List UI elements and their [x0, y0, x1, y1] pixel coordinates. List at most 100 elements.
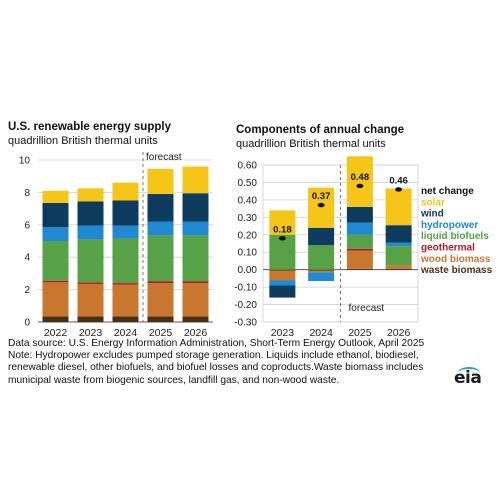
- left-bar-segment-wood-biomass: [182, 283, 209, 317]
- right-y-tick-label: 0.60: [238, 161, 258, 172]
- left-bar-segment-wind: [147, 194, 174, 222]
- eia-logo: eia: [454, 368, 482, 388]
- left-y-tick-label: 10: [19, 156, 31, 167]
- right-bar-segment-solar: [308, 187, 335, 228]
- legend-item-solar: solar: [421, 197, 445, 208]
- net-change-marker: [317, 202, 325, 208]
- left-bar-segment-waste-biomass: [147, 316, 174, 322]
- left-bar-segment-hydropower: [182, 221, 209, 236]
- left-bar-segment-liquid-biofuels: [42, 241, 69, 281]
- right-bar-segment-waste-biomass: [346, 268, 373, 270]
- right-y-tick-label: -0.30: [234, 318, 257, 329]
- right-bar-segment-wind: [346, 206, 373, 223]
- right-bar-segment-wind: [385, 225, 412, 243]
- left-bar-segment-liquid-biofuels: [112, 238, 139, 284]
- left-x-tick-label: 2022: [44, 327, 68, 339]
- left-bar-segment-geothermal: [77, 282, 104, 284]
- right-bar-segment-wind: [269, 285, 296, 298]
- right-bar-segment-waste-biomass: [385, 268, 412, 270]
- right-y-tick-label: 0.20: [238, 230, 258, 241]
- left-x-tick-label: 2024: [114, 327, 138, 339]
- chart-notes: Data source: U.S. Energy Information Adm…: [8, 338, 448, 387]
- net-change-marker: [395, 187, 403, 192]
- left-bar-segment-solar: [112, 182, 139, 201]
- left-bar-segment-geothermal: [42, 280, 69, 283]
- left-bar-segment-hydropower: [77, 225, 104, 240]
- right-y-tick-label: 0.30: [238, 213, 258, 224]
- right-bar-segment-waste-biomass: [269, 269, 296, 271]
- left-bar-segment-solar: [77, 188, 104, 202]
- right-bar-segment-wood-biomass: [308, 270, 335, 273]
- left-y-tick-label: 2: [24, 285, 30, 296]
- left-x-tick-label: 2025: [149, 327, 173, 339]
- left-x-tick-label: 2023: [79, 327, 103, 339]
- right-y-tick-label: -0.20: [234, 300, 257, 311]
- legend-item-geothermal: geothermal: [421, 243, 475, 254]
- left-bar-segment-waste-biomass: [42, 316, 69, 322]
- left-forecast-label: forecast: [146, 152, 182, 163]
- legend-item-waste-biomass: waste biomass: [420, 265, 493, 276]
- left-y-tick-label: 6: [24, 220, 30, 231]
- right-bar-segment-hydropower: [385, 242, 412, 247]
- left-bar-segment-geothermal: [147, 281, 174, 284]
- net-change-data-label: 0.37: [312, 191, 331, 202]
- left-bar-segment-wood-biomass: [147, 283, 174, 317]
- legend-item-wood-biomass: wood biomass: [420, 254, 491, 265]
- right-bar-segment-wood-biomass: [346, 250, 373, 269]
- left-y-tick-label: 8: [24, 188, 30, 199]
- left-bar-segment-solar: [42, 190, 69, 203]
- left-x-tick-label: 2026: [184, 327, 208, 339]
- right-bar-segment-hydropower: [269, 280, 296, 286]
- left-bar-segment-wind: [77, 201, 104, 226]
- legend-item-net-change: net change: [421, 186, 474, 197]
- left-bar-segment-geothermal: [182, 281, 209, 284]
- right-bar-segment-waste-biomass: [308, 269, 335, 271]
- left-bar-segment-wind: [112, 200, 139, 226]
- right-bar-segment-liquid-biofuels: [346, 234, 373, 249]
- right-bar-segment-solar: [269, 210, 296, 235]
- left-bar-segment-wood-biomass: [42, 282, 69, 317]
- left-bar-segment-wind: [42, 202, 69, 228]
- right-chart-title: Components of annual change: [236, 124, 405, 136]
- left-bar-segment-solar: [182, 166, 209, 194]
- left-bar-segment-wood-biomass: [112, 284, 139, 317]
- left-bar-segment-waste-biomass: [182, 316, 209, 322]
- right-bar-segment-solar: [346, 156, 373, 207]
- data-source-note: Data source: U.S. Energy Information Adm…: [8, 338, 425, 349]
- left-bar-segment-hydropower: [147, 221, 174, 236]
- right-y-tick-label: 0.40: [238, 195, 258, 206]
- right-bar-segment-liquid-biofuels: [269, 234, 296, 270]
- right-y-tick-label: 0.10: [238, 248, 258, 259]
- note-line-2: renewable diesel, other biofuels, and bi…: [8, 362, 424, 374]
- left-bar-segment-liquid-biofuels: [147, 235, 174, 282]
- left-chart-subtitle: quadrillion British thermal units: [8, 135, 158, 147]
- left-bar-segment-hydropower: [112, 225, 139, 239]
- left-bar-segment-hydropower: [42, 227, 69, 241]
- net-change-marker: [278, 236, 286, 241]
- right-bar-segment-wood-biomass: [269, 270, 296, 281]
- note-line-3: municipal waste from biogenic sources, l…: [8, 374, 340, 386]
- right-bar-segment-wind: [308, 227, 335, 246]
- left-bar-segment-liquid-biofuels: [182, 235, 209, 282]
- left-bar-segment-solar: [147, 168, 174, 195]
- right-y-tick-label: 0.00: [238, 265, 258, 276]
- left-chart-title: U.S. renewable energy supply: [8, 121, 171, 133]
- left-bar-segment-wind: [182, 193, 209, 222]
- right-bar-segment-hydropower: [308, 272, 335, 282]
- right-x-tick-label: 2026: [387, 327, 411, 339]
- legend-item-hydropower: hydropower: [421, 220, 478, 231]
- eia-logo-arc: [458, 367, 480, 379]
- right-x-tick-label: 2023: [271, 327, 295, 339]
- left-bar-segment-wood-biomass: [77, 283, 104, 317]
- left-bar-segment-waste-biomass: [77, 316, 104, 322]
- right-x-tick-label: 2025: [348, 327, 372, 339]
- right-forecast-label: forecast: [349, 303, 385, 314]
- right-bar-segment-wood-biomass: [385, 265, 412, 269]
- right-x-tick-label: 2024: [309, 327, 333, 339]
- left-bar-segment-geothermal: [112, 283, 139, 285]
- left-y-tick-label: 0: [24, 318, 30, 329]
- left-bar-segment-waste-biomass: [112, 316, 139, 322]
- net-change-data-label: 0.18: [273, 224, 292, 235]
